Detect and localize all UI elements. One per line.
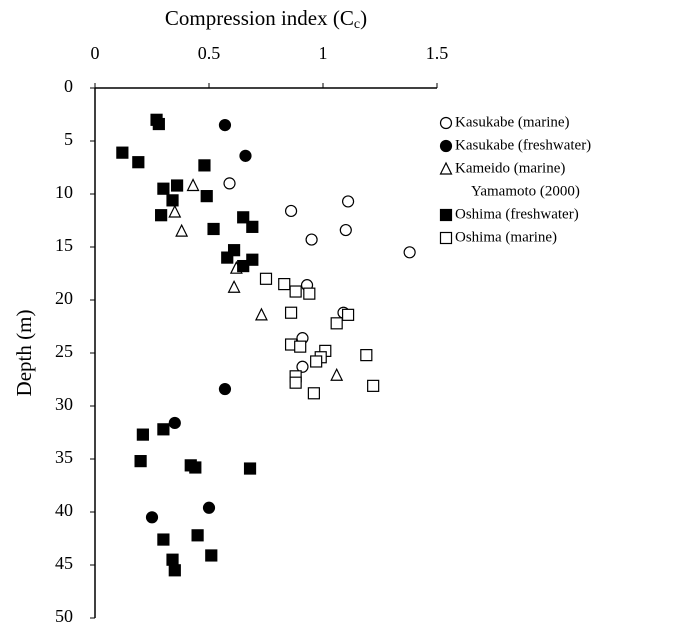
- y-tick-label: 10: [55, 182, 73, 202]
- point: [330, 367, 344, 381]
- point: [166, 194, 179, 207]
- point: [116, 146, 129, 159]
- point: [170, 179, 184, 192]
- x-tick-label: 1.5: [426, 43, 449, 63]
- point: [221, 251, 234, 264]
- point: [218, 118, 232, 132]
- point: [284, 306, 298, 319]
- point: [191, 529, 204, 542]
- point: [152, 117, 165, 131]
- point: [284, 204, 298, 218]
- point: [175, 223, 189, 237]
- legend-label: Oshima (freshwater): [455, 206, 579, 222]
- point: [360, 349, 373, 362]
- point: [205, 549, 218, 562]
- point: [307, 387, 320, 400]
- point: [294, 340, 307, 353]
- y-tick-label: 15: [55, 235, 73, 255]
- x-axis-title-sub: c: [354, 17, 360, 32]
- point: [186, 178, 200, 192]
- point: [403, 246, 416, 259]
- point: [237, 259, 250, 273]
- point: [239, 149, 252, 162]
- point: [341, 308, 355, 321]
- legend-marker: [439, 116, 453, 130]
- point: [243, 462, 257, 475]
- point: [168, 416, 181, 430]
- y-tick-label: 20: [55, 288, 73, 308]
- point: [254, 307, 268, 321]
- point: [246, 253, 259, 266]
- point: [289, 376, 302, 389]
- y-tick-label: 50: [55, 606, 73, 626]
- point: [200, 190, 213, 203]
- legend-label: Kasukabe (freshwater): [455, 137, 591, 153]
- legend-label: Kameido (marine): [455, 160, 565, 176]
- y-axis-title: Depth (m): [12, 310, 36, 397]
- x-tick-label: 0.5: [198, 43, 221, 63]
- legend-marker: [439, 231, 453, 245]
- point: [136, 428, 149, 441]
- point: [289, 285, 302, 298]
- x-axis-title: Compression index (Cc): [165, 6, 367, 32]
- legend-label: Kasukabe (marine): [455, 114, 570, 130]
- point: [134, 455, 147, 468]
- point: [168, 564, 181, 577]
- point: [305, 233, 318, 246]
- point: [341, 195, 355, 208]
- x-tick-label: 0: [91, 43, 100, 63]
- legend-marker: [439, 139, 453, 153]
- point: [168, 204, 182, 218]
- y-tick-label: 5: [64, 129, 73, 149]
- point: [157, 182, 170, 195]
- point: [202, 501, 216, 514]
- y-tick-label: 40: [55, 500, 73, 520]
- point: [367, 379, 380, 392]
- legend-marker: [439, 161, 453, 175]
- point: [157, 423, 170, 436]
- x-tick-label: 1: [319, 43, 328, 63]
- annotation: Yamamoto (2000): [471, 183, 580, 199]
- point: [227, 244, 241, 257]
- point: [223, 177, 236, 190]
- y-tick-label: 30: [55, 394, 73, 414]
- point: [227, 279, 241, 293]
- point: [303, 287, 316, 300]
- y-tick-label: 25: [55, 341, 73, 361]
- point: [296, 360, 309, 373]
- y-tick-label: 35: [55, 447, 73, 467]
- point: [310, 355, 323, 368]
- point: [157, 533, 170, 546]
- point: [155, 209, 168, 222]
- y-tick-label: 45: [55, 553, 73, 573]
- point: [198, 159, 211, 172]
- y-tick-label: 0: [64, 76, 73, 96]
- x-axis-title-part: ): [360, 6, 367, 30]
- point: [132, 156, 145, 169]
- point: [145, 511, 159, 524]
- point: [278, 278, 291, 291]
- legend-label: Oshima (marine): [455, 229, 557, 245]
- point: [259, 272, 273, 285]
- x-axis-title-part: Compression index (C: [165, 6, 354, 30]
- point: [246, 220, 259, 233]
- point: [166, 553, 179, 566]
- point: [189, 461, 202, 474]
- point: [339, 223, 352, 237]
- point: [207, 222, 220, 236]
- point: [218, 382, 232, 396]
- point: [330, 317, 343, 330]
- point: [237, 211, 250, 224]
- legend-marker: [439, 208, 453, 222]
